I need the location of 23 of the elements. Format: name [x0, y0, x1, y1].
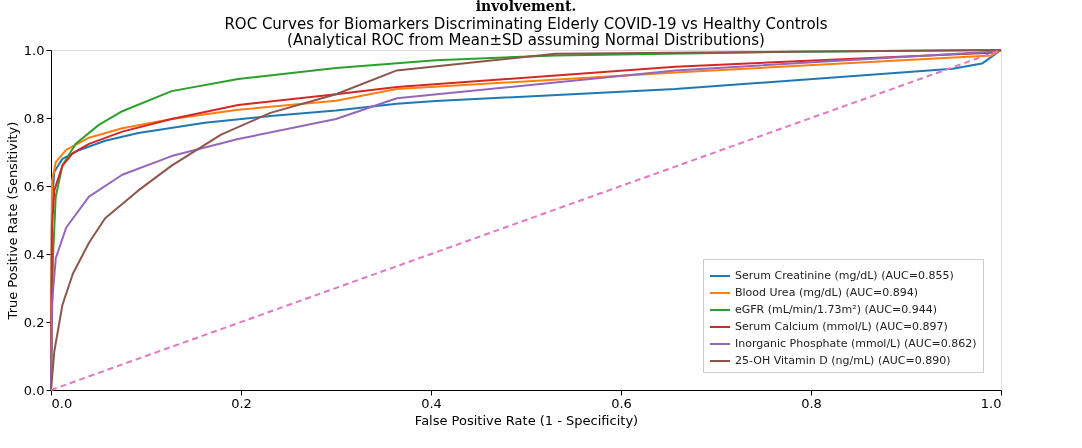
legend-label: Inorganic Phosphate (mmol/L) (AUC=0.862) [735, 337, 977, 350]
y-tick-label: 0.2 [23, 314, 45, 330]
x-tick-label: 1.0 [980, 395, 1002, 411]
x-tick-label: 0.0 [51, 395, 73, 411]
y-tick-label: 1.0 [23, 42, 45, 58]
chart-title: ROC Curves for Biomarkers Discriminating Elderly COVID-19 vs Healthy Controls [224, 15, 828, 33]
y-tick-label: 0.4 [23, 246, 45, 262]
x-tick-label: 0.4 [421, 395, 442, 411]
y-tick-label: 0.8 [23, 110, 45, 126]
x-tick-label: 0.8 [801, 395, 822, 411]
x-tick-label: 0.2 [231, 395, 252, 411]
x-tick-label: 0.6 [611, 395, 632, 411]
legend-label: Serum Calcium (mmol/L) (AUC=0.897) [735, 320, 948, 333]
y-tick-label: 0.6 [23, 178, 45, 194]
x-axis-title: False Positive Rate (1 - Specificity) [414, 412, 639, 428]
text: involvement. [475, 0, 577, 14]
legend-label: eGFR (mL/min/1.73m²) (AUC=0.944) [735, 303, 938, 316]
y-axis-title: True Positive Rate (Sensitivity) [4, 121, 20, 321]
legend-label: Serum Creatinine (mg/dL) (AUC=0.855) [735, 269, 954, 282]
y-tick-label: 0.0 [23, 382, 45, 398]
legend-label: 25-OH Vitamin D (ng/mL) (AUC=0.890) [735, 354, 951, 367]
legend-label: Blood Urea (mg/dL) (AUC=0.894) [735, 286, 919, 299]
chart-subtitle: (Analytical ROC from Mean±SD assuming Normal Distributions) [287, 31, 765, 49]
